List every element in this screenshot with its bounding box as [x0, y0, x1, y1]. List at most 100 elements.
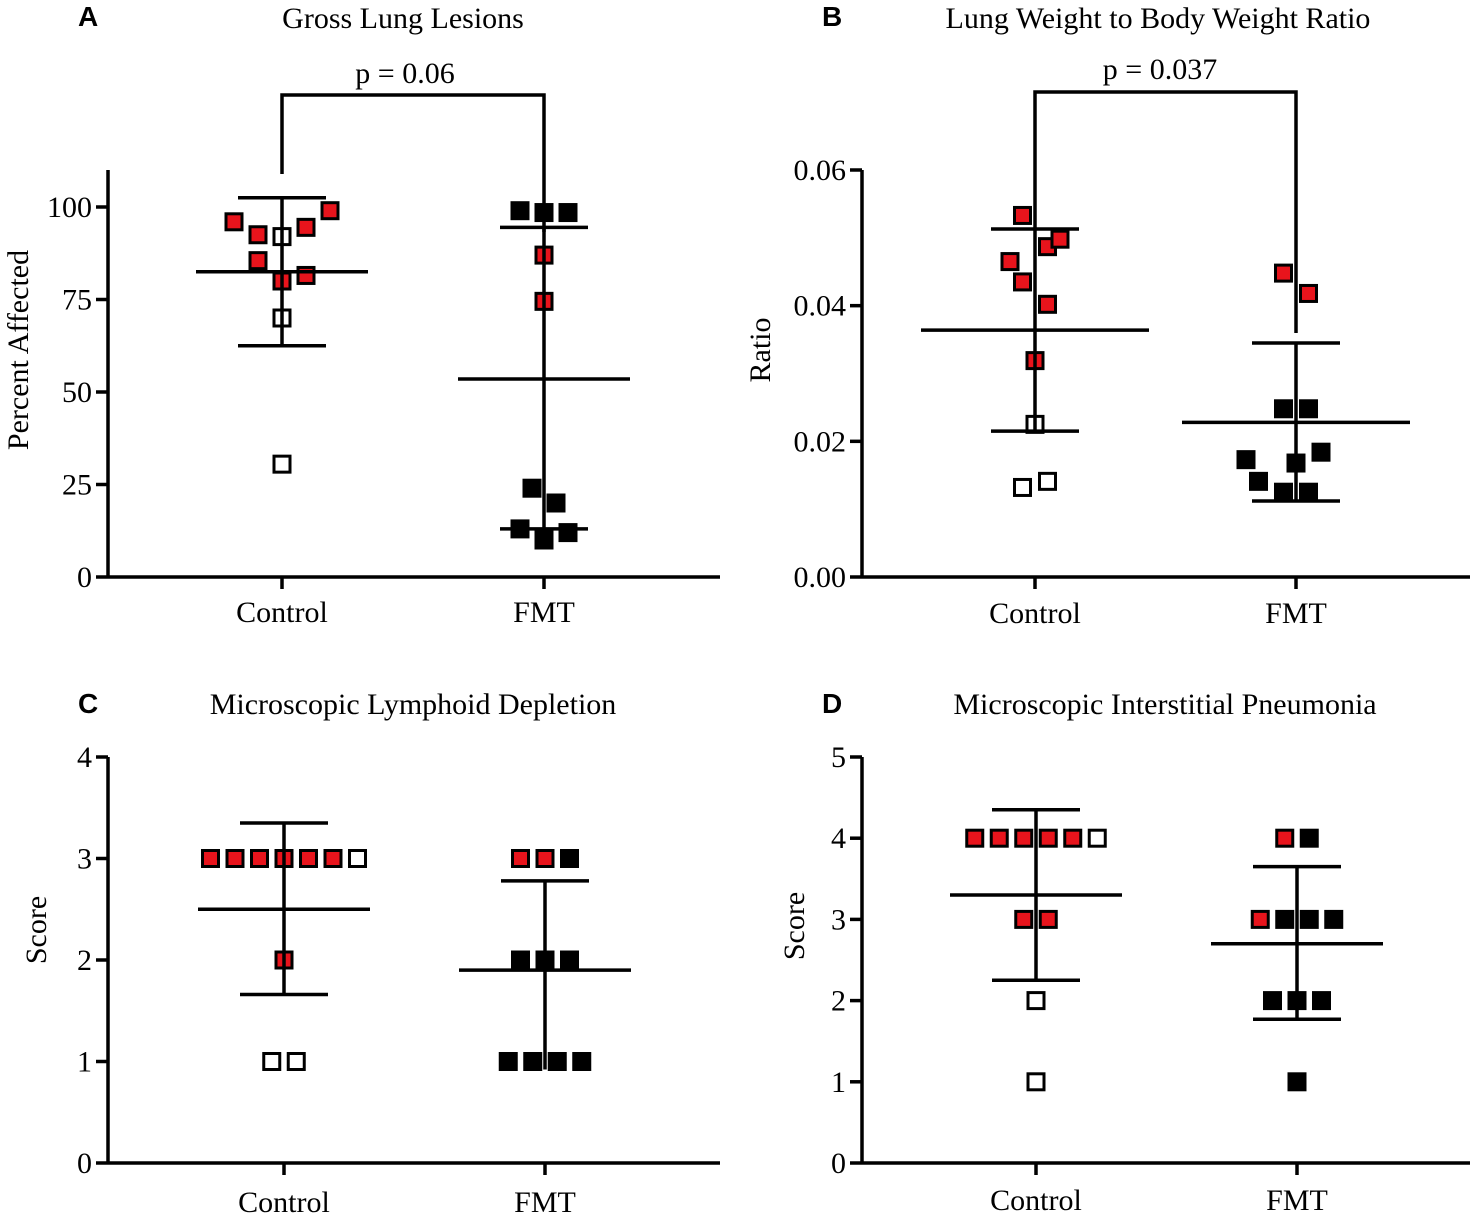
data-point	[560, 950, 579, 970]
data-point	[1038, 294, 1057, 314]
data-point	[1050, 229, 1070, 249]
data-point	[1274, 399, 1293, 419]
y-tick-label: 4	[77, 741, 92, 774]
data-point	[250, 849, 269, 868]
data-point	[1250, 909, 1270, 929]
data-point	[1324, 909, 1344, 929]
data-point	[1038, 471, 1057, 491]
y-tick-label: 0	[77, 1147, 92, 1180]
y-tick-label: 1	[77, 1046, 92, 1079]
data-point	[272, 454, 292, 474]
data-point	[534, 530, 554, 550]
series-control	[198, 821, 370, 1071]
panel-letter: A	[78, 1, 98, 32]
y-axis-label: Score	[778, 892, 811, 960]
significance-bracket	[1033, 90, 1298, 333]
data-point	[1063, 828, 1083, 848]
x-tick-label: FMT	[514, 1186, 576, 1216]
y-tick-label: 0	[77, 561, 92, 594]
data-point	[498, 1052, 518, 1071]
series-fmt	[1182, 263, 1410, 503]
data-point	[558, 523, 578, 543]
data-point	[1275, 909, 1295, 929]
y-tick-label: 1	[831, 1066, 846, 1099]
data-point	[965, 828, 985, 848]
y-tick-label: 3	[831, 903, 846, 936]
series-fmt	[459, 849, 631, 1071]
data-point	[1263, 991, 1282, 1011]
panel-d: D Microscopic Interstitial Pneumonia Score…	[778, 688, 1470, 1216]
data-point	[511, 849, 530, 868]
y-tick-label: 2	[77, 944, 92, 977]
y-tick-label: 75	[62, 284, 92, 317]
data-point	[1274, 482, 1293, 502]
data-point	[546, 493, 566, 513]
data-point	[558, 203, 578, 223]
data-point	[1299, 909, 1319, 929]
x-tick-label: Control	[236, 596, 328, 629]
chart-title: Gross Lung Lesions	[282, 2, 524, 35]
data-point	[1299, 482, 1318, 502]
data-point	[1038, 909, 1058, 929]
y-tick-label: 100	[47, 191, 92, 224]
data-point	[1013, 205, 1032, 225]
data-point	[1236, 450, 1256, 470]
chart-title: Lung Weight to Body Weight Ratio	[946, 2, 1371, 35]
y-tick-label: 50	[62, 376, 92, 409]
series-fmt	[1211, 828, 1383, 1092]
y-tick-label: 25	[62, 469, 92, 502]
data-point	[1014, 828, 1034, 848]
data-point	[201, 849, 220, 868]
data-point	[1013, 477, 1032, 497]
data-point	[286, 1052, 306, 1071]
data-point	[1299, 828, 1319, 848]
y-tick-label: 5	[831, 741, 846, 774]
data-point	[1275, 828, 1295, 848]
data-point	[572, 1052, 592, 1071]
data-point	[511, 950, 530, 970]
data-point	[248, 225, 268, 245]
x-tick-label: FMT	[1265, 597, 1327, 630]
data-point	[323, 849, 343, 868]
panel-b: B Lung Weight to Body Weight Ratio Ratio 0.…	[744, 1, 1470, 630]
y-tick-label: 0.02	[794, 425, 847, 458]
data-point	[1038, 828, 1058, 848]
data-point	[348, 849, 367, 868]
y-tick-label: 0.04	[794, 290, 847, 323]
series-control	[196, 196, 368, 474]
y-axis-label: Percent Affected	[2, 250, 35, 450]
data-point	[299, 849, 318, 868]
data-point	[1274, 263, 1293, 283]
data-point	[1026, 1072, 1046, 1092]
panel-letter: B	[822, 1, 842, 32]
x-tick-label: Control	[990, 1184, 1082, 1216]
series-control	[921, 205, 1149, 497]
series-control	[950, 808, 1122, 1092]
panel-letter: D	[822, 688, 842, 719]
data-point	[522, 478, 542, 498]
data-point	[510, 201, 530, 221]
data-point	[1299, 399, 1318, 419]
data-point	[1249, 471, 1268, 491]
data-point	[262, 1052, 282, 1071]
x-tick-label: Control	[989, 597, 1081, 630]
panel-letter: C	[78, 688, 98, 719]
y-tick-label: 0.00	[794, 561, 847, 594]
y-axis-label: Ratio	[744, 318, 777, 383]
data-point	[1311, 442, 1331, 462]
data-point	[1013, 272, 1032, 292]
panel-c: C Microscopic Lymphoid Depletion Score 0 1 2 3…	[20, 688, 720, 1216]
data-point	[1287, 1072, 1307, 1092]
y-axis-label: Score	[20, 896, 53, 964]
data-point	[1014, 909, 1034, 929]
significance-bracket	[280, 93, 546, 232]
data-point	[224, 212, 244, 232]
y-tick-label: 0	[831, 1147, 846, 1180]
data-point	[296, 265, 316, 285]
chart-title: Microscopic Interstitial Pneumonia	[953, 688, 1376, 721]
data-point	[1026, 991, 1046, 1011]
y-tick-label: 0.06	[794, 154, 847, 187]
x-tick-label: FMT	[513, 596, 575, 629]
series-fmt	[458, 201, 630, 550]
